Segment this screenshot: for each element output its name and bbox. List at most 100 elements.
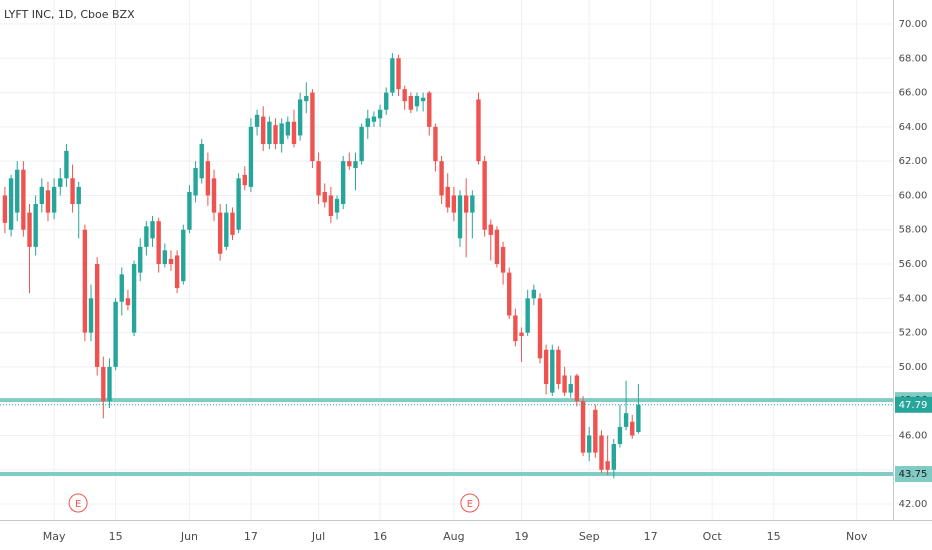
candle-body xyxy=(168,258,174,265)
candle-body xyxy=(599,435,604,470)
candle-body xyxy=(51,186,57,213)
candle-body xyxy=(181,229,186,282)
candle-body xyxy=(119,274,124,302)
candle-body xyxy=(205,161,211,196)
candle-body xyxy=(193,168,198,196)
candle-body xyxy=(211,178,217,213)
candle-body xyxy=(224,212,229,247)
candle-body xyxy=(27,212,32,247)
candle-body xyxy=(574,375,580,402)
candle-body xyxy=(556,349,561,385)
candle-body xyxy=(580,401,586,453)
x-tick-label: May xyxy=(43,530,66,543)
candle-body xyxy=(562,375,567,393)
candle-body xyxy=(457,195,463,239)
candle-body xyxy=(217,212,223,254)
candle-body xyxy=(328,195,334,217)
candle-body xyxy=(617,426,623,445)
x-tick-label: 15 xyxy=(767,530,781,543)
x-tick-label: Jun xyxy=(180,530,198,543)
candle-body xyxy=(531,289,537,299)
y-tick-label: 70.00 xyxy=(899,19,928,30)
candle-body xyxy=(107,366,112,402)
candle-body xyxy=(267,121,272,145)
chart-title: LYFT INC, 1D, Cboe BZX xyxy=(4,8,135,21)
candle-body xyxy=(377,109,383,119)
candle-body xyxy=(187,192,192,230)
candle-body xyxy=(248,126,254,187)
candle-body xyxy=(322,192,327,203)
candle-body xyxy=(402,89,407,102)
candle-body xyxy=(340,161,346,205)
candle-body xyxy=(519,332,524,337)
candle-body xyxy=(371,116,377,122)
level-label: 43.75 xyxy=(899,469,928,480)
y-tick-label: 46.00 xyxy=(899,430,928,441)
last-price-bg xyxy=(895,396,932,413)
candle-body xyxy=(58,178,63,187)
candle-body xyxy=(297,99,303,136)
candle-body xyxy=(304,96,309,102)
event-label: E xyxy=(75,499,81,510)
candle-body xyxy=(507,272,512,316)
y-tick-label: 50.00 xyxy=(899,362,928,373)
candle-body xyxy=(236,178,241,230)
candle-body xyxy=(113,301,118,367)
candle-body xyxy=(451,195,457,213)
y-tick-label: 42.00 xyxy=(899,499,928,510)
candle-body xyxy=(359,126,364,162)
candle-body xyxy=(427,92,432,127)
candle-body xyxy=(433,126,438,162)
y-tick-label: 56.00 xyxy=(899,259,928,270)
candle-body xyxy=(125,298,131,306)
candle-body xyxy=(476,99,481,162)
x-tick-label: 16 xyxy=(373,530,387,543)
candle-body xyxy=(482,161,487,230)
x-tick-label: 15 xyxy=(109,530,123,543)
candle-body xyxy=(636,404,641,433)
candle-body xyxy=(488,224,493,235)
candle-body xyxy=(150,221,155,239)
y-tick-label: 64.00 xyxy=(899,122,928,133)
candle-body xyxy=(611,444,616,470)
x-tick-label: Aug xyxy=(443,530,464,543)
candle-body xyxy=(138,246,143,273)
x-tick-label: Jul xyxy=(311,530,325,543)
candle-body xyxy=(347,161,352,167)
candle-body xyxy=(414,96,420,107)
candle-body xyxy=(408,96,414,110)
candle-body xyxy=(33,204,38,247)
candle-body xyxy=(445,186,450,208)
candle-body xyxy=(2,195,8,223)
candle-body xyxy=(500,246,506,273)
candle-body xyxy=(261,116,266,145)
candle-body xyxy=(242,174,247,186)
candle-body xyxy=(45,190,51,213)
candle-body xyxy=(630,421,635,436)
candle-body xyxy=(334,198,340,213)
candle-body xyxy=(593,409,598,453)
candle-body xyxy=(82,229,88,333)
event-label: E xyxy=(467,499,473,510)
candle-body xyxy=(144,226,149,247)
candle-body xyxy=(254,114,260,127)
x-tick-label: 17 xyxy=(644,530,658,543)
candle-body xyxy=(156,221,161,265)
candle-body xyxy=(76,186,81,205)
candle-body xyxy=(384,92,389,110)
candle-body xyxy=(390,58,395,93)
y-tick-label: 52.00 xyxy=(899,328,928,339)
level-label-bg xyxy=(895,466,932,483)
candle-body xyxy=(513,315,518,342)
y-tick-label: 54.00 xyxy=(899,293,928,304)
candle-body xyxy=(568,384,573,393)
x-tick-label: 17 xyxy=(244,530,258,543)
candle-body xyxy=(420,97,426,102)
candle-body xyxy=(525,298,530,333)
candle-body xyxy=(396,58,401,90)
y-tick-label: 58.00 xyxy=(899,225,928,236)
candle-body xyxy=(550,349,555,393)
